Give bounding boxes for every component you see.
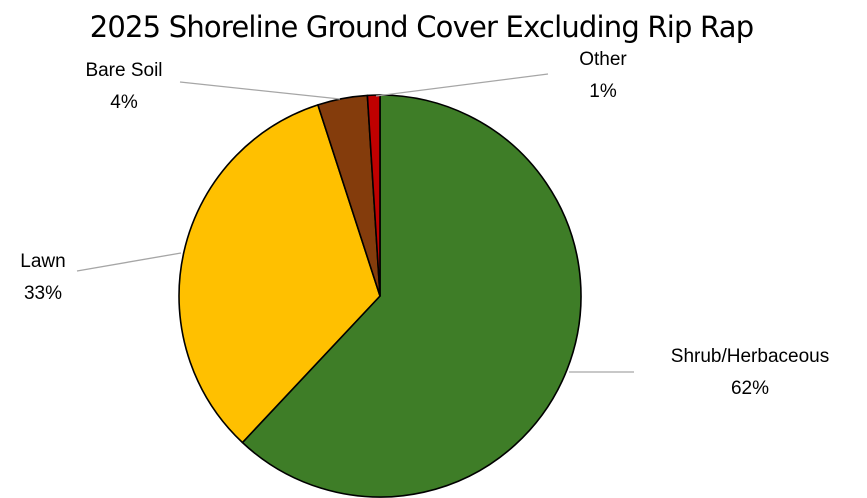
slice-label-percent: 4% [110, 92, 138, 113]
slice-label-name: Bare Soil [85, 60, 162, 81]
pie-slice-lawn [178, 104, 381, 444]
pie-slices [178, 94, 582, 498]
slice-label-percent: 33% [24, 283, 62, 304]
slice-label-shrub-herbaceous: Shrub/Herbaceous 62% [671, 346, 829, 399]
leader-lines [76, 73, 634, 373]
slice-label-name: Shrub/Herbaceous [671, 346, 829, 367]
slice-labels: Shrub/Herbaceous 62% Lawn 33% Bare Soil 4% Oth… [20, 49, 829, 399]
leader-line-bare-soil [179, 81, 341, 100]
pie-slice-shrub-herbaceous [241, 94, 582, 498]
slice-label-lawn: Lawn 33% [20, 251, 65, 304]
chart-title: 2025 Shoreline Ground Cover Excluding Ri… [89, 10, 754, 44]
slice-label-name: Lawn [20, 251, 65, 272]
slice-label-percent: 62% [731, 378, 769, 399]
slice-label-name: Other [579, 49, 627, 70]
leader-line-other [375, 73, 549, 97]
slice-label-bare-soil: Bare Soil 4% [85, 60, 162, 113]
slice-label-percent: 1% [589, 81, 617, 102]
leader-line-lawn [76, 252, 182, 272]
slice-label-other: Other 1% [579, 49, 627, 102]
